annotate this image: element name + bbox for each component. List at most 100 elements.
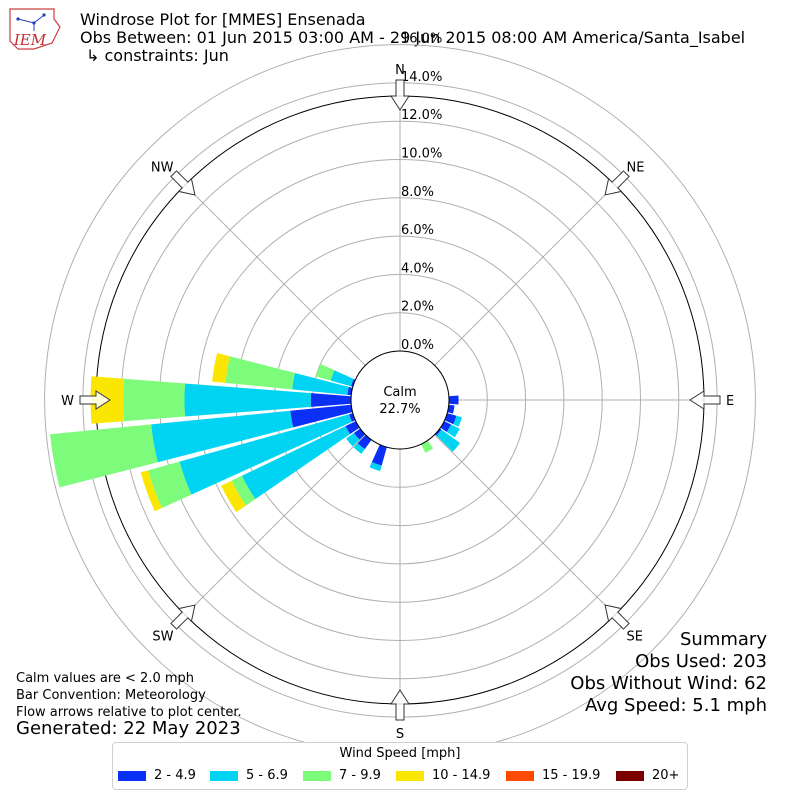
radial-tick-label: 8.0% — [401, 185, 434, 200]
legend: Wind Speed [mph] 2 - 4.9 5 - 6.9 7 - 9.9… — [112, 742, 688, 790]
legend-label: 10 - 14.9 — [432, 768, 491, 783]
radial-tick-label: 12.0% — [401, 108, 442, 123]
legend-swatch — [303, 770, 331, 781]
legend-label: 2 - 4.9 — [154, 768, 196, 783]
windrose-bar — [292, 373, 349, 395]
windrose-bar — [225, 356, 296, 390]
compass-label: E — [726, 394, 734, 409]
legend-item: 2 - 4.9 — [118, 768, 196, 784]
flow-arrow-icon — [390, 79, 410, 111]
windrose-bar — [444, 413, 457, 425]
compass-label: SE — [627, 630, 643, 645]
flow-arrow-icon — [79, 390, 111, 410]
legend-item: 5 - 6.9 — [210, 768, 288, 784]
chart-constraints: ↳ constraints: Jun — [86, 46, 229, 65]
windrose-bar — [421, 440, 434, 453]
windrose-bar — [446, 424, 460, 438]
windrose-bar — [349, 413, 356, 422]
flow-arrow-icon — [604, 604, 630, 630]
windrose-bar — [345, 421, 360, 435]
windrose-bar — [371, 444, 387, 466]
legend-swatch — [396, 770, 424, 781]
legend-swatch — [616, 770, 644, 781]
windrose-bar — [357, 435, 372, 450]
windrose-bar — [350, 378, 356, 387]
legend-label: 7 - 9.9 — [339, 768, 381, 783]
compass-label: N — [395, 63, 405, 78]
legend-item: 20+ — [616, 768, 679, 784]
radial-tick-label: 0.0% — [401, 338, 434, 353]
windrose-bar — [148, 461, 192, 509]
legend-item: 15 - 19.9 — [506, 768, 600, 784]
windrose-bar — [151, 410, 294, 463]
windrose-bar — [369, 462, 382, 472]
legend-item: 10 - 14.9 — [396, 768, 490, 784]
flow-arrow-icon — [604, 170, 630, 196]
flow-arrow-icon — [170, 604, 196, 630]
flow-arrow-icon — [170, 170, 196, 196]
windrose-bar — [346, 432, 360, 447]
legend-swatch — [506, 770, 534, 781]
grid-spoke — [184, 184, 366, 366]
iem-logo: IEM — [9, 8, 61, 50]
grid-spoke — [434, 184, 616, 366]
radial-tick-label: 14.0% — [401, 70, 442, 85]
summary-avg-speed: Avg Speed: 5.1 mph — [585, 695, 767, 716]
legend-label: 20+ — [652, 768, 680, 783]
windrose-bar — [241, 426, 351, 500]
legend-label: 15 - 19.9 — [542, 768, 601, 783]
radial-tick-label: 10.0% — [401, 147, 442, 162]
windrose-bar — [179, 414, 352, 495]
chart-title: Windrose Plot for [MMES] Ensenada — [80, 10, 366, 29]
flow-arrow-icon — [689, 390, 721, 410]
generated-date: Generated: 22 May 2023 — [16, 718, 241, 739]
windrose-bar — [140, 470, 162, 512]
calm-value: 22.7% — [379, 402, 420, 417]
windrose-bar — [212, 353, 231, 383]
legend-title: Wind Speed [mph] — [339, 746, 461, 761]
radial-tick-label: 6.0% — [401, 223, 434, 238]
flow-arrow-icon — [390, 689, 410, 721]
grid-spoke — [184, 434, 366, 616]
windrose-bar — [448, 395, 459, 405]
compass-label: S — [396, 727, 404, 742]
legend-item: 7 - 9.9 — [303, 768, 381, 784]
windrose-bar — [436, 429, 461, 452]
windrose-bar — [290, 404, 353, 428]
compass-label: NW — [151, 160, 174, 175]
windrose-bar — [435, 428, 442, 436]
windrose-bar — [315, 363, 335, 381]
radial-tick-label: 2.0% — [401, 300, 434, 315]
windrose-bar — [184, 383, 312, 417]
windrose-bar — [310, 393, 352, 407]
compass-label: NE — [627, 160, 645, 175]
windrose-bar — [330, 370, 354, 387]
legend-swatch — [118, 770, 146, 781]
calm-label: Calm — [383, 385, 416, 400]
windrose-bar — [123, 378, 186, 422]
calm-note: Calm values are < 2.0 mph — [16, 671, 195, 686]
grid-spoke — [434, 434, 616, 616]
logo-text: IEM — [13, 31, 47, 49]
legend-swatch — [210, 770, 238, 781]
compass-label: SW — [152, 630, 173, 645]
windrose-bar — [221, 480, 246, 513]
calm-circle — [350, 350, 450, 450]
windrose-bar — [231, 475, 256, 506]
legend-label: 5 - 6.9 — [246, 768, 288, 783]
radial-tick-label: 16.0% — [401, 32, 442, 47]
summary-obs-without-wind: Obs Without Wind: 62 — [570, 673, 767, 694]
windrose-bar — [353, 443, 365, 454]
summary-obs-used: Obs Used: 203 — [635, 651, 767, 672]
summary-heading: Summary — [680, 629, 767, 650]
flow-arrows-note: Flow arrows relative to plot center. — [16, 705, 242, 720]
radial-tick-label: 4.0% — [401, 261, 434, 276]
compass-label: W — [61, 394, 74, 409]
chart-subtitle: Obs Between: 01 Jun 2015 03:00 AM - 29 J… — [80, 28, 746, 47]
bar-convention-note: Bar Convention: Meteorology — [16, 688, 206, 703]
windrose-bar — [50, 424, 158, 488]
windrose-bar — [447, 404, 455, 414]
windrose-bar — [453, 415, 462, 427]
